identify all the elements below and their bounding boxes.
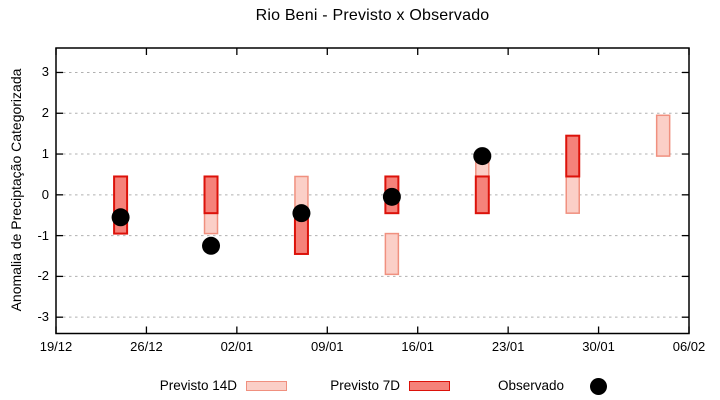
x-tick-label: 26/12	[130, 339, 163, 354]
dot-observado	[292, 204, 311, 223]
y-tick-label: -1	[37, 227, 49, 243]
legend-item-previsto-14d: Previsto 14D	[140, 377, 287, 395]
observed-dot-icon	[590, 377, 607, 395]
y-tick-label: 1	[41, 146, 49, 162]
x-tick-label: 19/12	[39, 339, 73, 354]
dot-observado	[382, 187, 401, 206]
range-7d-swatch-icon	[409, 381, 450, 391]
bar-previsto-14d	[655, 114, 671, 157]
legend-item-previsto-7d: Previsto 7D	[314, 377, 450, 395]
bar-previsto-7d	[565, 134, 581, 178]
bar-previsto-7d	[474, 175, 490, 215]
y-tick-label: -3	[37, 309, 49, 325]
x-tick-label: 06/02	[672, 339, 706, 354]
chart-title: Rio Beni - Previsto x Observado	[255, 7, 490, 24]
legend-item-observado: Observado	[476, 377, 607, 395]
legend-label: Previsto 7D	[330, 378, 400, 393]
x-tick-label: 30/01	[582, 339, 615, 354]
y-tick-label: 2	[41, 105, 49, 121]
legend-label: Previsto 14D	[159, 378, 237, 393]
legend-label: Observado	[497, 378, 564, 393]
dot-observado	[111, 208, 130, 227]
y-tick-label: 0	[41, 186, 49, 202]
dot-observado	[202, 236, 221, 255]
y-tick-label: 3	[41, 64, 49, 80]
x-tick-label: 09/01	[311, 339, 344, 354]
plot-border	[55, 47, 690, 335]
bar-previsto-14d	[384, 232, 400, 276]
x-tick-label: 23/01	[491, 339, 525, 354]
x-tick-label: 02/01	[220, 339, 254, 354]
y-tick-label: -2	[37, 268, 49, 284]
dot-observado	[473, 147, 492, 166]
x-tick-label: 16/01	[401, 339, 434, 354]
bar-previsto-7d	[203, 175, 219, 215]
range-14d-swatch-icon	[246, 381, 287, 391]
bar-previsto-14d	[565, 175, 580, 214]
